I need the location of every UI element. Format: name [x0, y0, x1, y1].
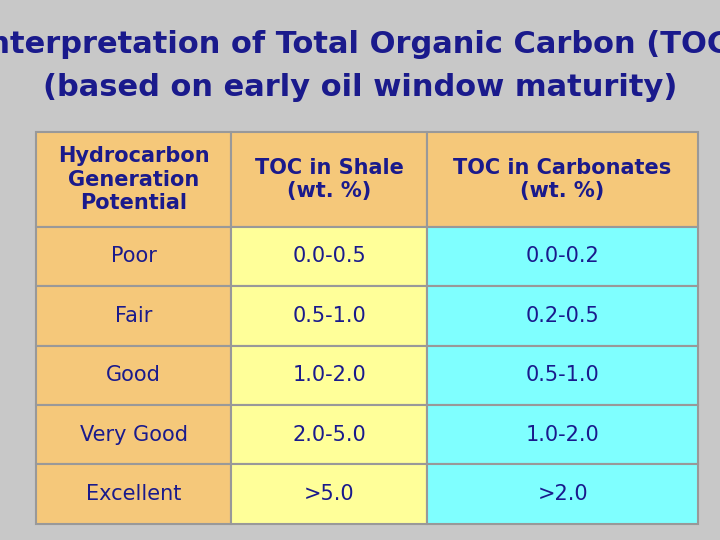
Text: TOC in Shale
(wt. %): TOC in Shale (wt. %)	[255, 158, 403, 201]
Text: 2.0-5.0: 2.0-5.0	[292, 424, 366, 445]
Text: Interpretation of Total Organic Carbon (TOC): Interpretation of Total Organic Carbon (…	[0, 30, 720, 59]
Text: 0.0-0.5: 0.0-0.5	[292, 246, 366, 267]
Text: 0.5-1.0: 0.5-1.0	[526, 365, 600, 386]
Text: >5.0: >5.0	[304, 484, 354, 504]
Text: Good: Good	[107, 365, 161, 386]
Text: 1.0-2.0: 1.0-2.0	[292, 365, 366, 386]
Text: 0.5-1.0: 0.5-1.0	[292, 306, 366, 326]
Text: Hydrocarbon
Generation
Potential: Hydrocarbon Generation Potential	[58, 146, 210, 213]
Text: Very Good: Very Good	[80, 424, 188, 445]
Text: 1.0-2.0: 1.0-2.0	[526, 424, 600, 445]
Text: 0.2-0.5: 0.2-0.5	[526, 306, 600, 326]
Text: 0.0-0.2: 0.0-0.2	[526, 246, 600, 267]
Text: TOC in Carbonates
(wt. %): TOC in Carbonates (wt. %)	[454, 158, 672, 201]
Text: Excellent: Excellent	[86, 484, 181, 504]
Text: Poor: Poor	[111, 246, 157, 267]
Text: (based on early oil window maturity): (based on early oil window maturity)	[42, 73, 678, 102]
Text: >2.0: >2.0	[537, 484, 588, 504]
Text: Fair: Fair	[115, 306, 153, 326]
